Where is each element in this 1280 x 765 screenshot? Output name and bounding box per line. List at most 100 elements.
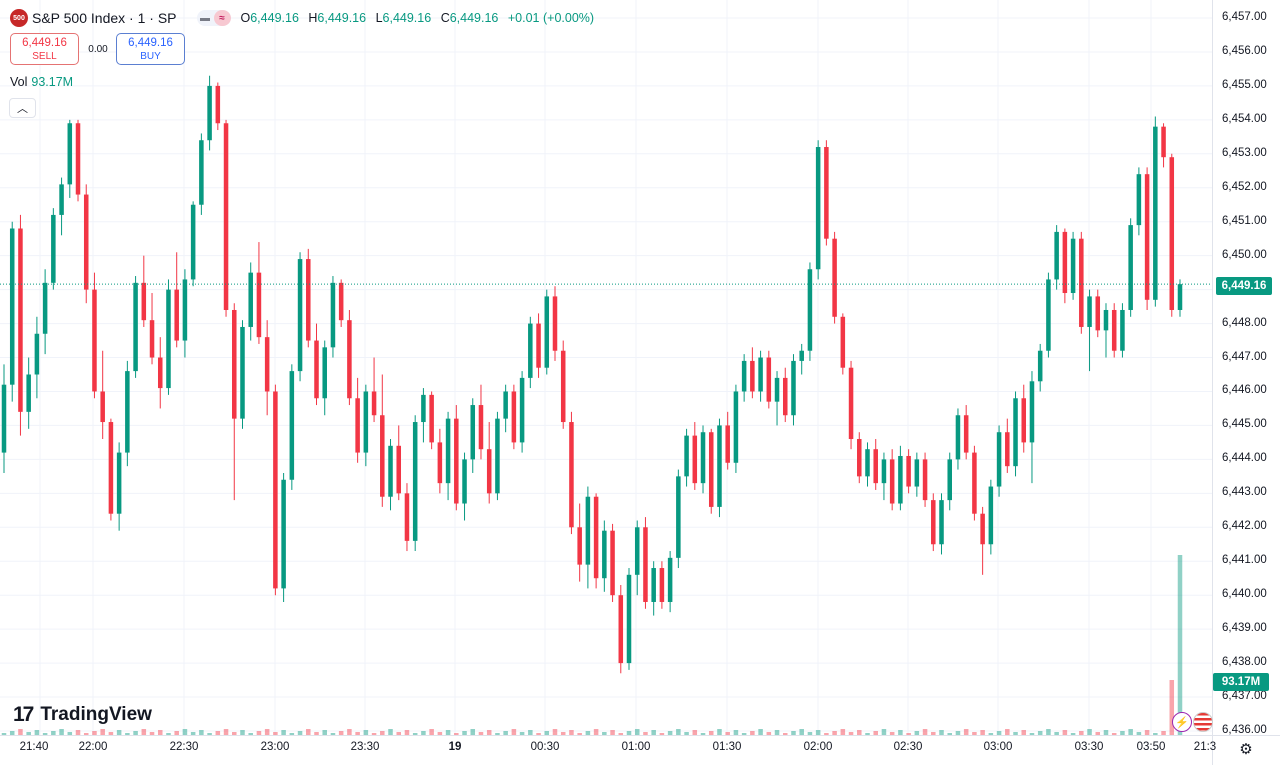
candle-body <box>83 194 89 290</box>
candle-body <box>922 459 928 501</box>
volume-bar <box>939 730 944 735</box>
candle-body <box>149 320 155 358</box>
price-tick-label: 6,447.00 <box>1222 350 1267 363</box>
time-tick-label: 23:00 <box>260 741 290 753</box>
volume-bar <box>618 733 624 735</box>
candle-body <box>881 459 887 484</box>
volume-bar <box>1 733 7 735</box>
candle-body <box>322 347 327 399</box>
volume-bar <box>1021 730 1027 735</box>
volume-bar <box>840 729 846 735</box>
candle-body <box>824 147 829 239</box>
volume-bar <box>889 732 895 735</box>
volume-bar <box>560 732 566 735</box>
candle-body <box>898 455 903 504</box>
candle-body <box>684 435 689 477</box>
volume-bar <box>116 730 122 735</box>
candle-body <box>1087 296 1092 327</box>
candle-body <box>396 445 402 494</box>
volume-bar <box>215 731 221 735</box>
chevron-up-icon: ︿ <box>17 103 28 115</box>
volume-bar <box>733 730 739 735</box>
candle-body <box>306 259 311 341</box>
volume-bar <box>511 729 517 735</box>
volume-bar <box>1128 729 1133 735</box>
volume-value: 93.17M <box>31 75 74 89</box>
candle-body <box>692 435 698 484</box>
volume-bar <box>585 731 591 735</box>
volume-bar <box>462 731 467 735</box>
volume-bar <box>741 733 747 735</box>
tradingview-logo[interactable]: 17 TradingView <box>13 703 152 727</box>
candle-body <box>388 445 393 497</box>
candle-body <box>380 415 385 497</box>
candle-body <box>1029 381 1035 443</box>
candle-body <box>569 422 574 528</box>
volume-bar <box>174 731 179 735</box>
candle-body <box>297 259 303 372</box>
minus-icon[interactable]: ▬ <box>200 12 210 24</box>
time-tick-label: 02:00 <box>803 741 833 753</box>
collapse-legend-button[interactable]: ︿ <box>9 98 36 118</box>
sell-button[interactable]: 6,449.16 SELL <box>10 33 79 65</box>
time-tick-label: 22:30 <box>169 741 199 753</box>
candle-body <box>1037 350 1043 382</box>
volume-bar <box>593 729 599 735</box>
candle-body <box>667 557 673 602</box>
volume-bar <box>815 730 821 735</box>
volume-bar <box>1013 732 1018 735</box>
candle-body <box>421 394 426 423</box>
candle-body <box>9 228 15 385</box>
volume-bar <box>651 730 656 735</box>
volume-bar <box>470 729 476 735</box>
time-tick-label: 00:30 <box>530 741 560 753</box>
volume-bar <box>898 730 903 735</box>
volume-bar <box>388 729 393 735</box>
close-value: 6,449.16 <box>449 11 499 25</box>
candle-body <box>733 391 739 463</box>
volume-bar <box>544 731 550 735</box>
time-tick-label: 19 <box>448 741 462 753</box>
candle-body <box>955 415 961 460</box>
volume-bar <box>1153 733 1158 735</box>
open-value: 6,449.16 <box>250 11 299 25</box>
volume-bar <box>659 733 665 735</box>
volume-bar <box>1111 733 1117 735</box>
volume-bar <box>717 729 722 735</box>
candle-body <box>602 530 607 579</box>
approx-icon[interactable]: ≈ <box>213 10 231 26</box>
settings-gear-icon[interactable]: ⚙ <box>1239 741 1253 758</box>
volume-bar <box>322 730 327 735</box>
candle-body <box>1054 231 1059 280</box>
high-value: 6,449.16 <box>317 11 367 25</box>
volume-bar <box>1177 555 1183 735</box>
candle-body <box>560 350 566 423</box>
candle-body <box>610 530 615 596</box>
candle-body <box>906 455 911 487</box>
volume-bar <box>766 732 772 735</box>
volume-bar <box>338 731 344 735</box>
candle-body <box>264 337 270 392</box>
buy-button[interactable]: 6,449.16 BUY <box>116 33 185 65</box>
volume-bar <box>256 731 262 735</box>
us-flag-icon[interactable] <box>1193 712 1213 732</box>
volume-bar <box>1095 732 1101 735</box>
candle-body <box>528 323 533 378</box>
candle-body <box>141 282 147 321</box>
indicator-toggle[interactable]: ▬ ≈ <box>196 10 231 26</box>
lightning-icon[interactable]: ⚡ <box>1172 712 1192 732</box>
volume-bar <box>881 729 887 735</box>
time-tick-label: 21:40 <box>19 741 49 753</box>
volume-bar <box>1054 732 1059 735</box>
symbol-logo[interactable]: 500 <box>10 9 28 27</box>
candle-body <box>240 326 245 419</box>
volume-bar <box>1087 729 1092 735</box>
candle-body <box>865 449 870 477</box>
volume-bar <box>248 733 253 735</box>
symbol-title[interactable]: S&P 500 Index · 1 · SP <box>32 10 177 26</box>
price-tick-label: 6,456.00 <box>1222 44 1267 57</box>
candle-body <box>1161 126 1166 158</box>
volume-bar <box>34 730 40 735</box>
volume-bar <box>643 732 648 735</box>
